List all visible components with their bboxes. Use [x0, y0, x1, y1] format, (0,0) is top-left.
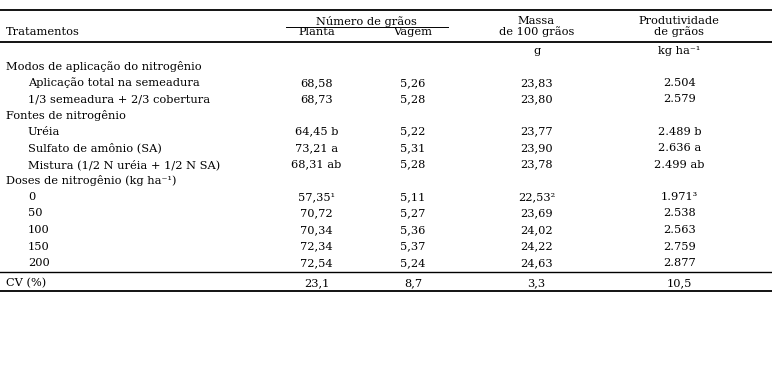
Text: 2.538: 2.538: [663, 209, 696, 218]
Text: 68,58: 68,58: [300, 78, 333, 88]
Text: Uréia: Uréia: [28, 127, 60, 137]
Text: Fontes de nitrogênio: Fontes de nitrogênio: [6, 109, 126, 120]
Text: 1.971³: 1.971³: [661, 192, 698, 202]
Text: Planta: Planta: [298, 27, 335, 37]
Text: 23,78: 23,78: [520, 160, 553, 170]
Text: 57,35¹: 57,35¹: [298, 192, 335, 202]
Text: Aplicação total na semeadura: Aplicação total na semeadura: [28, 78, 199, 88]
Text: Número de grãos: Número de grãos: [317, 16, 417, 27]
Text: 2.759: 2.759: [663, 242, 696, 252]
Text: 5,27: 5,27: [401, 209, 425, 218]
Text: 24,02: 24,02: [520, 225, 553, 235]
Text: Mistura (1/2 N uréia + 1/2 N SA): Mistura (1/2 N uréia + 1/2 N SA): [28, 159, 220, 170]
Text: Doses de nitrogênio (kg ha⁻¹): Doses de nitrogênio (kg ha⁻¹): [6, 175, 177, 186]
Text: 5,11: 5,11: [401, 192, 425, 202]
Text: 72,34: 72,34: [300, 242, 333, 252]
Text: 5,37: 5,37: [401, 242, 425, 252]
Text: 68,31 ab: 68,31 ab: [291, 160, 342, 170]
Text: 50: 50: [28, 209, 42, 218]
Text: 5,26: 5,26: [401, 78, 425, 88]
Text: 0: 0: [28, 192, 35, 202]
Text: Tratamentos: Tratamentos: [6, 27, 80, 37]
Text: Massa: Massa: [518, 16, 555, 26]
Text: de grãos: de grãos: [655, 27, 704, 37]
Text: 24,22: 24,22: [520, 242, 553, 252]
Text: 23,90: 23,90: [520, 143, 553, 153]
Text: 1/3 semeadura + 2/3 cobertura: 1/3 semeadura + 2/3 cobertura: [28, 94, 210, 104]
Text: g: g: [533, 46, 540, 55]
Text: 5,24: 5,24: [401, 258, 425, 268]
Text: 72,54: 72,54: [300, 258, 333, 268]
Text: 23,77: 23,77: [520, 127, 553, 137]
Text: 10,5: 10,5: [667, 278, 692, 288]
Text: 70,72: 70,72: [300, 209, 333, 218]
Text: de 100 grãos: de 100 grãos: [499, 27, 574, 37]
Text: Vagem: Vagem: [394, 27, 432, 37]
Text: 23,83: 23,83: [520, 78, 553, 88]
Text: Produtividade: Produtividade: [639, 16, 720, 26]
Text: 2.489 b: 2.489 b: [658, 127, 701, 137]
Text: 23,80: 23,80: [520, 94, 553, 104]
Text: 100: 100: [28, 225, 49, 235]
Text: 2.877: 2.877: [663, 258, 696, 268]
Text: 2.504: 2.504: [663, 78, 696, 88]
Text: 5,22: 5,22: [401, 127, 425, 137]
Text: Sulfato de amônio (SA): Sulfato de amônio (SA): [28, 143, 161, 154]
Text: 5,28: 5,28: [401, 94, 425, 104]
Text: 22,53²: 22,53²: [518, 192, 555, 202]
Text: 64,45 b: 64,45 b: [295, 127, 338, 137]
Text: 68,73: 68,73: [300, 94, 333, 104]
Text: 73,21 a: 73,21 a: [295, 143, 338, 153]
Text: 2.499 ab: 2.499 ab: [654, 160, 705, 170]
Text: 5,31: 5,31: [401, 143, 425, 153]
Text: 23,1: 23,1: [304, 278, 329, 288]
Text: 5,28: 5,28: [401, 160, 425, 170]
Text: Modos de aplicação do nitrogênio: Modos de aplicação do nitrogênio: [6, 61, 201, 72]
Text: kg ha⁻¹: kg ha⁻¹: [659, 46, 700, 55]
Text: 2.636 a: 2.636 a: [658, 143, 701, 153]
Text: 200: 200: [28, 258, 49, 268]
Text: CV (%): CV (%): [6, 278, 46, 288]
Text: 150: 150: [28, 242, 49, 252]
Text: 2.579: 2.579: [663, 94, 696, 104]
Text: 3,3: 3,3: [527, 278, 546, 288]
Text: 24,63: 24,63: [520, 258, 553, 268]
Text: 2.563: 2.563: [663, 225, 696, 235]
Text: 23,69: 23,69: [520, 209, 553, 218]
Text: 8,7: 8,7: [404, 278, 422, 288]
Text: 5,36: 5,36: [401, 225, 425, 235]
Text: 70,34: 70,34: [300, 225, 333, 235]
